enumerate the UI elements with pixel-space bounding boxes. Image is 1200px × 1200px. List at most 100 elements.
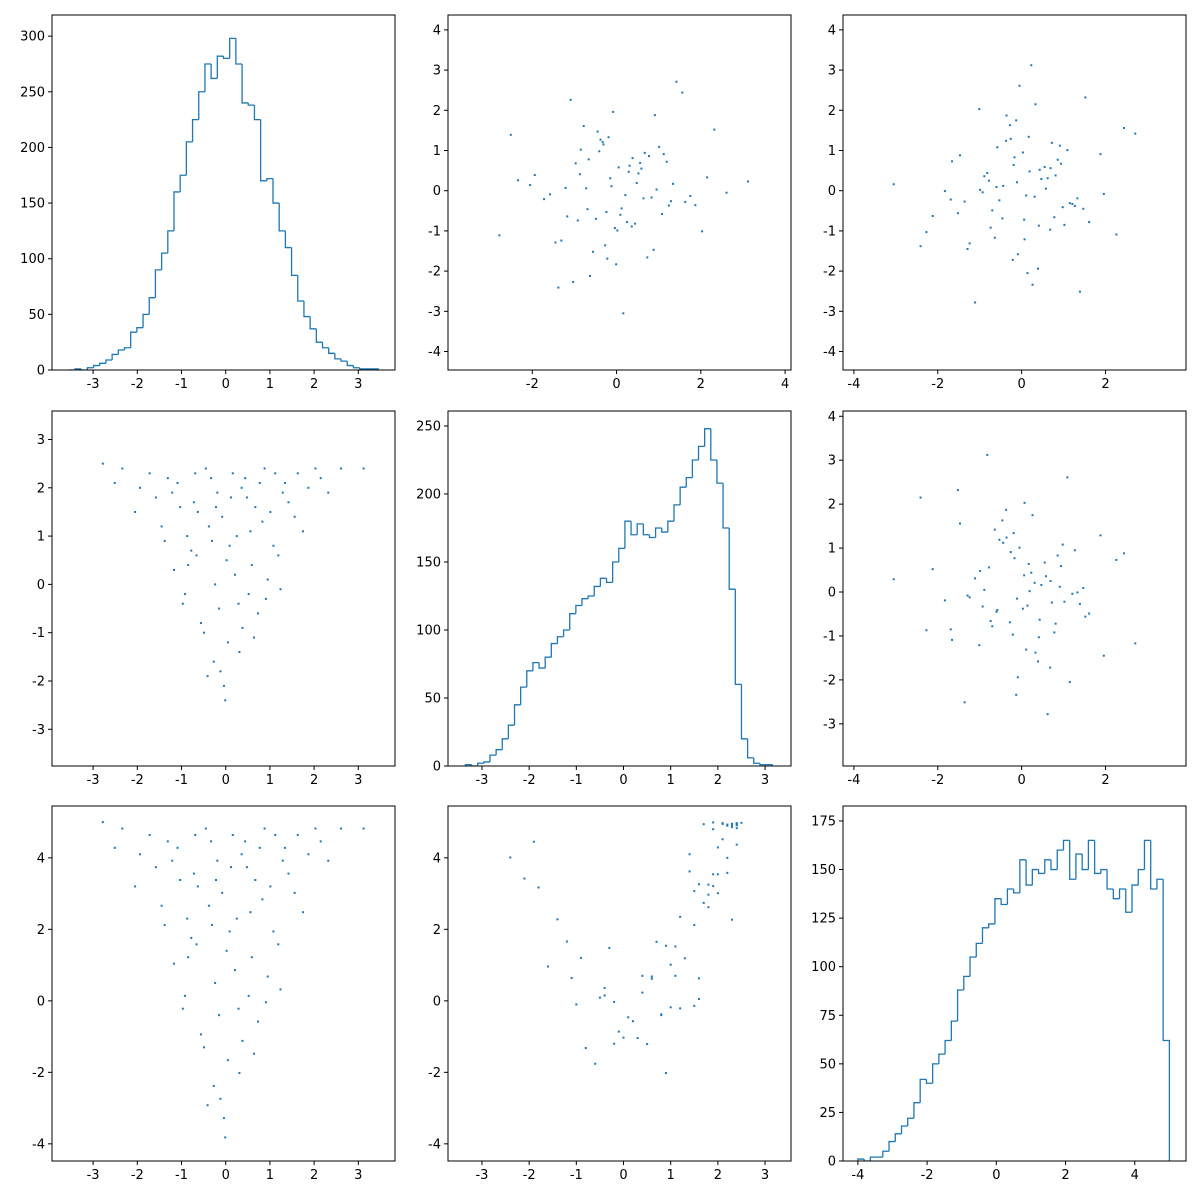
scatter-point <box>532 840 535 843</box>
plot-area <box>498 80 750 315</box>
x-tick-label: -2 <box>523 1168 536 1183</box>
histogram-step <box>501 738 509 750</box>
scatter-point <box>1076 197 1079 200</box>
x-tick-label: 2 <box>1101 773 1109 788</box>
histogram-step <box>229 37 236 59</box>
histogram-step <box>704 428 711 447</box>
scatter-point <box>226 1059 229 1062</box>
scatter-point <box>296 833 299 836</box>
scatter-point <box>674 974 677 977</box>
scatter-point <box>697 883 700 886</box>
histogram-step <box>1162 879 1171 1161</box>
scatter-point <box>509 856 512 859</box>
y-tick-label: 1 <box>828 542 836 557</box>
scatter-point <box>706 176 709 179</box>
scatter-point <box>958 154 961 157</box>
scatter-point <box>221 515 224 518</box>
scatter-point <box>207 904 210 907</box>
scatter-point <box>1013 156 1016 159</box>
scatter-point <box>277 554 280 557</box>
scatter-point <box>598 996 601 999</box>
y-tick-label: 300 <box>20 30 45 45</box>
scatter-point <box>206 1104 209 1107</box>
histogram-step <box>92 364 100 368</box>
scatter-point <box>1034 103 1037 106</box>
scatter-point <box>1012 532 1015 535</box>
y-tick-label: 200 <box>416 487 441 502</box>
scatter-point <box>235 535 238 538</box>
scatter-point <box>1134 642 1137 645</box>
histogram-step <box>913 1102 921 1119</box>
scatter-point <box>966 594 969 597</box>
scatter-point <box>264 1001 267 1004</box>
scatter-point <box>1053 216 1056 219</box>
histogram-step <box>907 1117 914 1127</box>
histogram-step <box>1075 853 1083 880</box>
scatter-point <box>586 208 589 211</box>
scatter-point <box>560 239 563 242</box>
scatter-point <box>1037 224 1040 227</box>
scatter-point <box>1011 633 1014 636</box>
histogram-step <box>981 927 989 944</box>
histogram-step <box>483 761 490 764</box>
x-tick-label: -1 <box>175 1168 188 1183</box>
scatter-point <box>919 496 922 499</box>
scatter-point <box>925 231 928 234</box>
scatter-point <box>222 684 225 687</box>
scatter-point <box>1038 168 1041 171</box>
x-tick-label: -3 <box>475 1168 488 1183</box>
x-tick-label: 3 <box>354 1168 362 1183</box>
scatter-point <box>702 823 705 826</box>
scatter-point <box>293 891 296 894</box>
scatter-point <box>1063 223 1066 226</box>
scatter-point <box>121 467 124 470</box>
scatter-point <box>203 631 206 634</box>
y-tick-label: -3 <box>428 305 441 320</box>
y-tick-label: 0 <box>828 586 836 601</box>
scatter-point <box>218 607 221 610</box>
scatter-point <box>1013 557 1016 560</box>
scatter-point <box>951 160 954 163</box>
scatter-point <box>731 918 734 921</box>
scatter-point <box>172 962 175 965</box>
y-tick-label: 2 <box>433 104 441 119</box>
x-tick-label: -2 <box>523 773 536 788</box>
histogram-step <box>346 361 354 367</box>
histogram-step <box>894 1133 902 1142</box>
x-tick-label: 0 <box>1017 773 1025 788</box>
scatter-point <box>1008 621 1011 624</box>
scatter-point <box>1016 181 1019 184</box>
scatter-point <box>631 1020 634 1023</box>
histogram-step <box>272 178 280 204</box>
histogram-step <box>753 757 760 764</box>
scatter-point <box>279 588 282 591</box>
y-tick-label: 0 <box>828 184 836 199</box>
scatter-point <box>1023 238 1026 241</box>
scatter-point <box>627 170 630 173</box>
histogram-step <box>618 547 625 562</box>
scatter-point <box>1021 151 1024 154</box>
scatter-point <box>1028 170 1031 173</box>
scatter-point <box>615 263 618 266</box>
x-tick-label: -3 <box>87 377 100 392</box>
histogram-step <box>185 141 193 176</box>
histogram-step <box>722 483 730 529</box>
x-tick-label: 0 <box>612 377 620 392</box>
scatter-point <box>1036 660 1039 663</box>
scatter-point <box>219 1097 222 1100</box>
scatter-point <box>199 1033 202 1036</box>
y-tick-label: -1 <box>823 629 836 644</box>
histogram-step <box>358 367 366 370</box>
x-tick-label: 1 <box>667 1168 675 1183</box>
scatter-point <box>192 501 195 504</box>
scatter-point <box>892 578 895 581</box>
subplot: -3 -2 -1 0 1 2 3 0 50 100 150 200 250 300 <box>20 14 396 392</box>
scatter-point <box>327 491 330 494</box>
scatter-point <box>557 286 560 289</box>
x-tick-label: 0 <box>222 377 230 392</box>
scatter-point <box>572 280 575 283</box>
scatter-point <box>735 827 738 830</box>
scatter-point <box>731 823 734 826</box>
histogram-step <box>352 365 360 369</box>
histogram-step <box>900 1125 908 1134</box>
